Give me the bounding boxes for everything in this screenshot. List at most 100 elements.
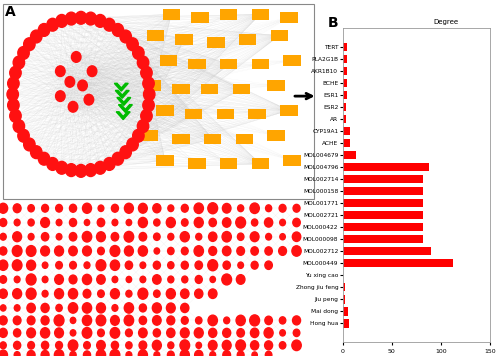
Circle shape xyxy=(144,88,155,101)
Circle shape xyxy=(112,219,118,226)
Text: B: B xyxy=(328,16,338,30)
Circle shape xyxy=(266,351,272,356)
Circle shape xyxy=(56,91,65,101)
Circle shape xyxy=(110,315,120,325)
Circle shape xyxy=(152,303,162,313)
Circle shape xyxy=(138,328,147,337)
Circle shape xyxy=(68,303,78,313)
Circle shape xyxy=(98,329,104,337)
Circle shape xyxy=(84,342,90,349)
Circle shape xyxy=(28,341,34,349)
Circle shape xyxy=(42,232,49,241)
Circle shape xyxy=(0,247,7,255)
Circle shape xyxy=(112,276,117,283)
Circle shape xyxy=(0,260,8,270)
Circle shape xyxy=(126,342,132,349)
Circle shape xyxy=(14,276,20,283)
Circle shape xyxy=(140,66,152,79)
Circle shape xyxy=(56,262,62,269)
Circle shape xyxy=(112,341,118,349)
Circle shape xyxy=(194,246,203,256)
Circle shape xyxy=(168,247,174,255)
Circle shape xyxy=(167,316,174,325)
Circle shape xyxy=(222,204,231,213)
Circle shape xyxy=(0,289,8,298)
Circle shape xyxy=(66,12,77,25)
Circle shape xyxy=(0,203,8,213)
Circle shape xyxy=(0,305,6,311)
Circle shape xyxy=(222,274,232,285)
Circle shape xyxy=(26,288,36,299)
Circle shape xyxy=(0,350,8,356)
Circle shape xyxy=(42,276,48,283)
Circle shape xyxy=(208,328,217,337)
Circle shape xyxy=(98,247,104,255)
Circle shape xyxy=(96,350,106,356)
Circle shape xyxy=(140,304,146,312)
Circle shape xyxy=(0,342,6,349)
Circle shape xyxy=(40,246,50,256)
Circle shape xyxy=(194,289,203,298)
Circle shape xyxy=(166,218,175,227)
Circle shape xyxy=(104,158,115,171)
Circle shape xyxy=(208,289,217,298)
Circle shape xyxy=(138,218,147,227)
Circle shape xyxy=(236,340,246,351)
Circle shape xyxy=(110,350,120,356)
Circle shape xyxy=(138,288,148,299)
FancyBboxPatch shape xyxy=(268,130,285,141)
Circle shape xyxy=(132,47,144,59)
Circle shape xyxy=(208,315,218,326)
Circle shape xyxy=(168,205,174,211)
FancyBboxPatch shape xyxy=(280,105,297,116)
Circle shape xyxy=(112,204,118,212)
Circle shape xyxy=(237,247,244,255)
Bar xyxy=(342,235,423,244)
FancyBboxPatch shape xyxy=(185,109,202,119)
Circle shape xyxy=(47,18,58,31)
Circle shape xyxy=(210,276,216,283)
Circle shape xyxy=(82,274,92,284)
Bar xyxy=(342,139,350,147)
Circle shape xyxy=(8,99,19,112)
FancyBboxPatch shape xyxy=(204,134,222,144)
Circle shape xyxy=(97,218,104,227)
FancyBboxPatch shape xyxy=(252,9,269,20)
Circle shape xyxy=(222,218,231,227)
Circle shape xyxy=(139,316,146,325)
Circle shape xyxy=(223,261,230,269)
Circle shape xyxy=(126,352,132,356)
FancyBboxPatch shape xyxy=(192,12,209,23)
Circle shape xyxy=(293,218,300,227)
Bar xyxy=(342,127,350,135)
Circle shape xyxy=(40,218,50,227)
FancyBboxPatch shape xyxy=(252,158,269,169)
Bar xyxy=(342,79,347,87)
FancyBboxPatch shape xyxy=(280,12,297,23)
Circle shape xyxy=(85,12,96,25)
Circle shape xyxy=(224,317,230,324)
Circle shape xyxy=(26,260,36,270)
Circle shape xyxy=(82,328,92,338)
Circle shape xyxy=(54,328,64,338)
Circle shape xyxy=(13,56,24,69)
Circle shape xyxy=(138,56,149,69)
Circle shape xyxy=(70,330,76,336)
FancyBboxPatch shape xyxy=(220,59,238,69)
Circle shape xyxy=(10,66,21,79)
Circle shape xyxy=(0,276,6,283)
Circle shape xyxy=(280,330,285,336)
Circle shape xyxy=(252,219,258,226)
Circle shape xyxy=(56,15,68,27)
Circle shape xyxy=(96,260,106,271)
Circle shape xyxy=(68,340,78,351)
Circle shape xyxy=(112,23,124,36)
Circle shape xyxy=(195,276,202,283)
Circle shape xyxy=(180,340,190,351)
Circle shape xyxy=(26,246,36,256)
Circle shape xyxy=(127,38,138,51)
Circle shape xyxy=(75,11,86,24)
Circle shape xyxy=(194,203,203,214)
Circle shape xyxy=(72,52,81,62)
Circle shape xyxy=(66,164,77,177)
